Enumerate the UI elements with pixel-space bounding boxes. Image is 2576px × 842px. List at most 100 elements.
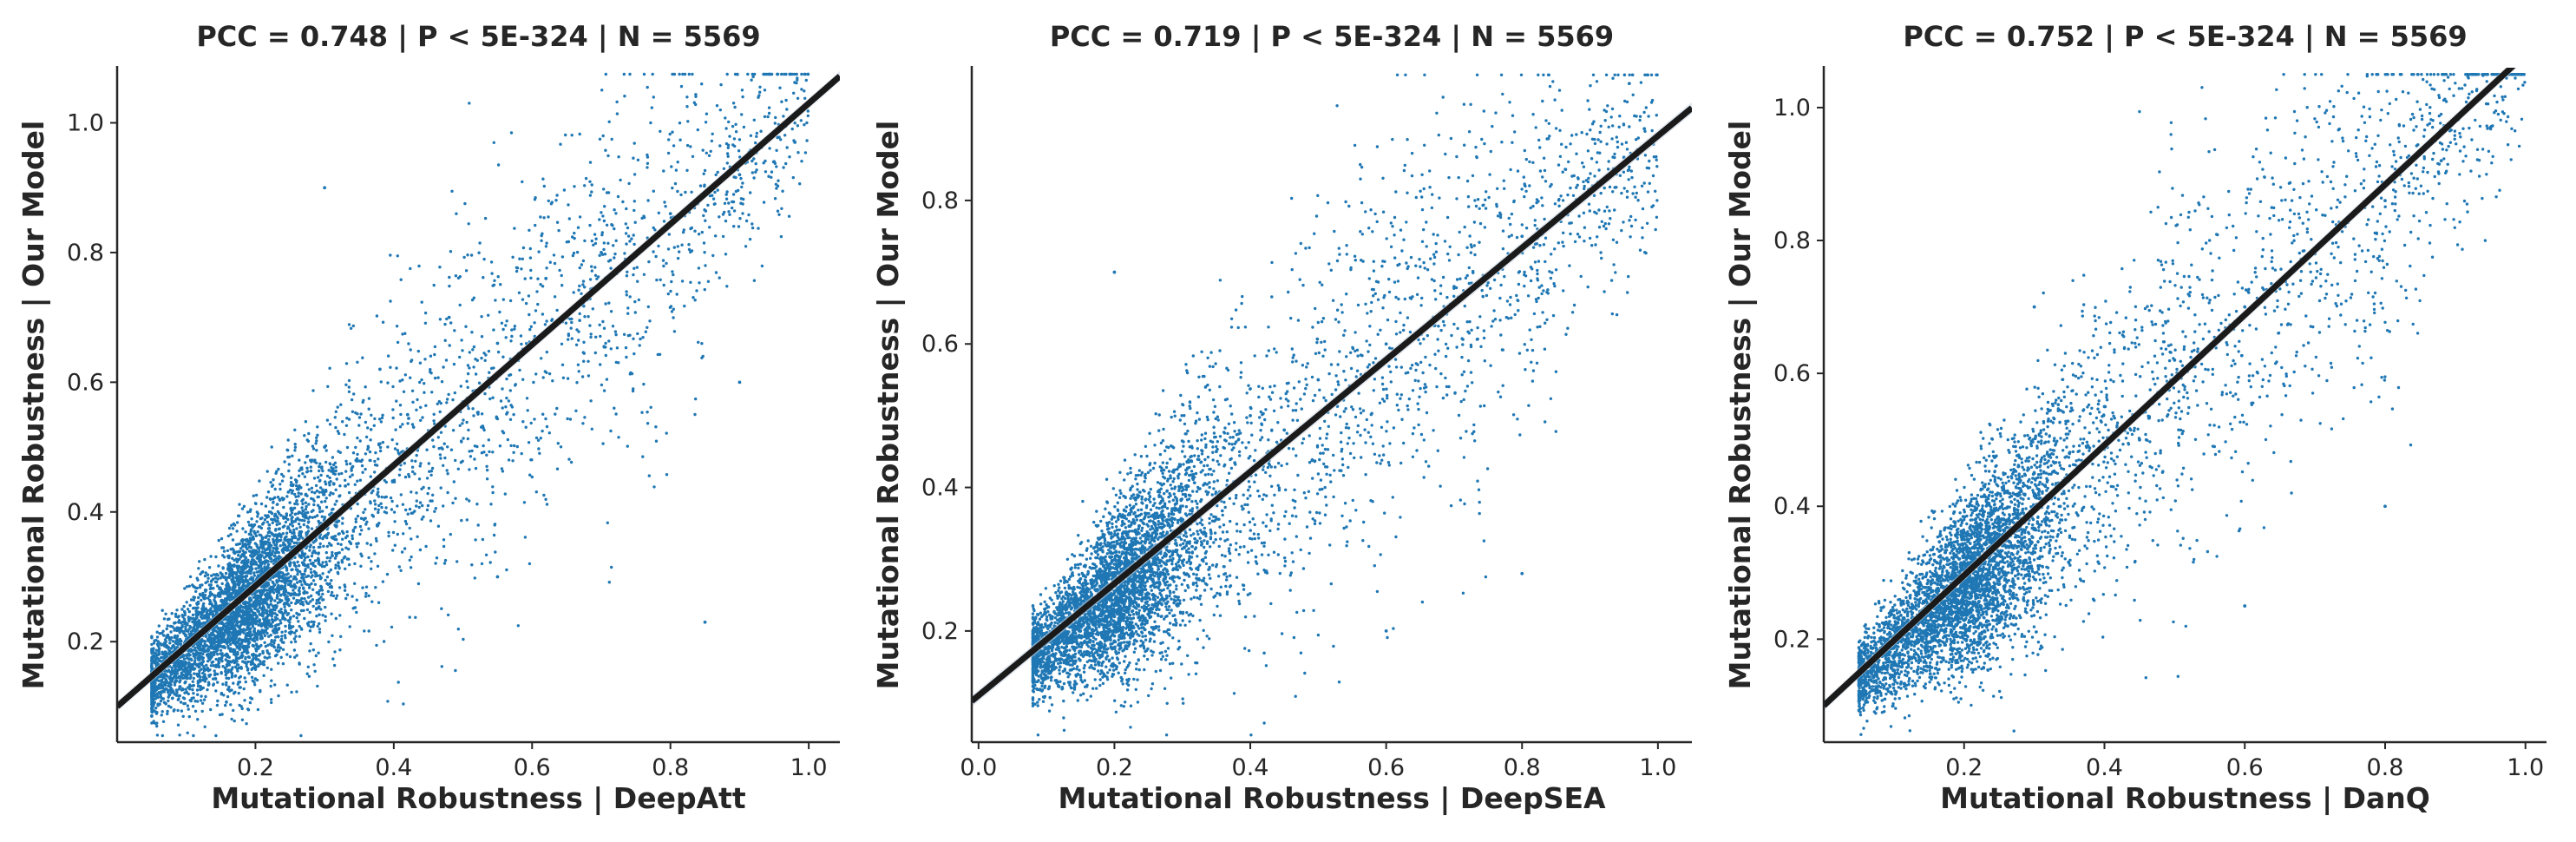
scatter-point — [346, 483, 351, 486]
scatter-point — [401, 423, 404, 426]
scatter-point — [475, 503, 479, 506]
scatter-point — [689, 227, 692, 231]
scatter-point — [544, 417, 547, 421]
scatter-point — [377, 487, 380, 490]
scatter-point — [796, 96, 800, 101]
scatter-point — [724, 127, 728, 130]
scatter-point — [315, 615, 318, 618]
scatter-point — [304, 556, 307, 560]
scatter-point — [669, 289, 672, 293]
scatter-point — [299, 608, 304, 613]
scatter-point — [628, 240, 632, 243]
scatter-point — [247, 602, 251, 605]
scatter-point — [246, 558, 250, 562]
scatter-point — [662, 283, 665, 287]
scatter-point — [505, 377, 508, 381]
scatter-point — [274, 648, 279, 652]
scatter-point — [252, 627, 257, 630]
scatter-point — [172, 690, 175, 694]
scatter-point — [151, 720, 155, 725]
scatter-point — [776, 209, 780, 213]
scatter-point — [365, 542, 369, 545]
scatter-point — [429, 473, 433, 477]
scatter-point — [186, 704, 190, 707]
scatter-point — [226, 664, 229, 668]
scatter-point — [304, 508, 308, 511]
scatter-point — [311, 509, 315, 512]
scatter-point — [390, 508, 394, 511]
scatter-point — [694, 397, 698, 401]
scatter-point — [439, 486, 442, 490]
scatter-point — [403, 547, 407, 550]
scatter-point — [298, 580, 302, 583]
scatter-point — [460, 440, 463, 444]
scatter-point — [764, 72, 768, 76]
scatter-point — [294, 564, 298, 569]
scatter-point — [580, 292, 583, 295]
scatter-point — [380, 416, 384, 420]
scatter-point — [308, 558, 312, 562]
scatter-point — [675, 293, 678, 296]
scatter-point — [470, 563, 474, 567]
scatter-point — [309, 594, 313, 598]
scatter-point — [257, 629, 260, 634]
scatter-point — [485, 468, 489, 472]
scatter-point — [234, 654, 238, 657]
scatter-point — [403, 519, 408, 523]
scatter-point — [370, 491, 373, 495]
scatter-point — [180, 639, 183, 643]
scatter-point — [467, 222, 470, 226]
scatter-point — [231, 547, 234, 550]
scatter-point — [290, 545, 293, 549]
scatter-point — [279, 646, 283, 650]
scatter-point — [440, 380, 444, 384]
scatter-point — [296, 560, 299, 564]
scatter-point — [578, 215, 582, 219]
scatter-point — [501, 406, 504, 410]
scatter-point — [732, 137, 737, 141]
scatter-point — [340, 530, 344, 533]
scatter-point — [262, 545, 265, 549]
scatter-point — [367, 556, 370, 560]
scatter-point — [648, 319, 652, 323]
scatter-point — [293, 655, 297, 659]
scatter-point — [415, 491, 418, 495]
scatter-point — [672, 72, 677, 76]
scatter-point — [252, 562, 257, 566]
scatter-point — [338, 614, 342, 617]
scatter-point — [680, 243, 684, 247]
scatter-point — [204, 635, 208, 638]
scatter-point — [212, 677, 215, 681]
scatter-point — [344, 383, 348, 386]
scatter-point — [162, 690, 166, 694]
scatter-point — [154, 648, 158, 652]
scatter-point — [180, 664, 184, 668]
scatter-point — [207, 658, 212, 661]
scatter-point — [314, 654, 318, 658]
scatter-point — [206, 687, 209, 692]
scatter-point — [268, 587, 272, 590]
scatter-point — [554, 199, 558, 202]
scatter-point — [335, 499, 338, 503]
scatter-point — [315, 449, 318, 452]
scatter-point — [603, 205, 606, 208]
scatter-point — [601, 214, 605, 218]
scatter-point — [570, 337, 574, 340]
scatter-point — [194, 589, 198, 594]
scatter-point — [207, 566, 212, 569]
scatter-point — [237, 575, 240, 579]
scatter-point — [567, 457, 571, 461]
scatter-point — [189, 630, 193, 634]
scatter-point — [273, 683, 277, 687]
scatter-point — [669, 305, 673, 308]
scatter-point — [273, 612, 277, 615]
scatter-point — [244, 562, 247, 566]
scatter-point — [351, 451, 356, 455]
scatter-point — [180, 674, 183, 677]
scatter-point — [371, 515, 376, 518]
scatter-point — [725, 72, 729, 76]
scatter-point — [584, 176, 588, 181]
scatter-point — [268, 530, 272, 533]
scatter-point — [330, 579, 333, 582]
scatter-point — [226, 587, 229, 591]
